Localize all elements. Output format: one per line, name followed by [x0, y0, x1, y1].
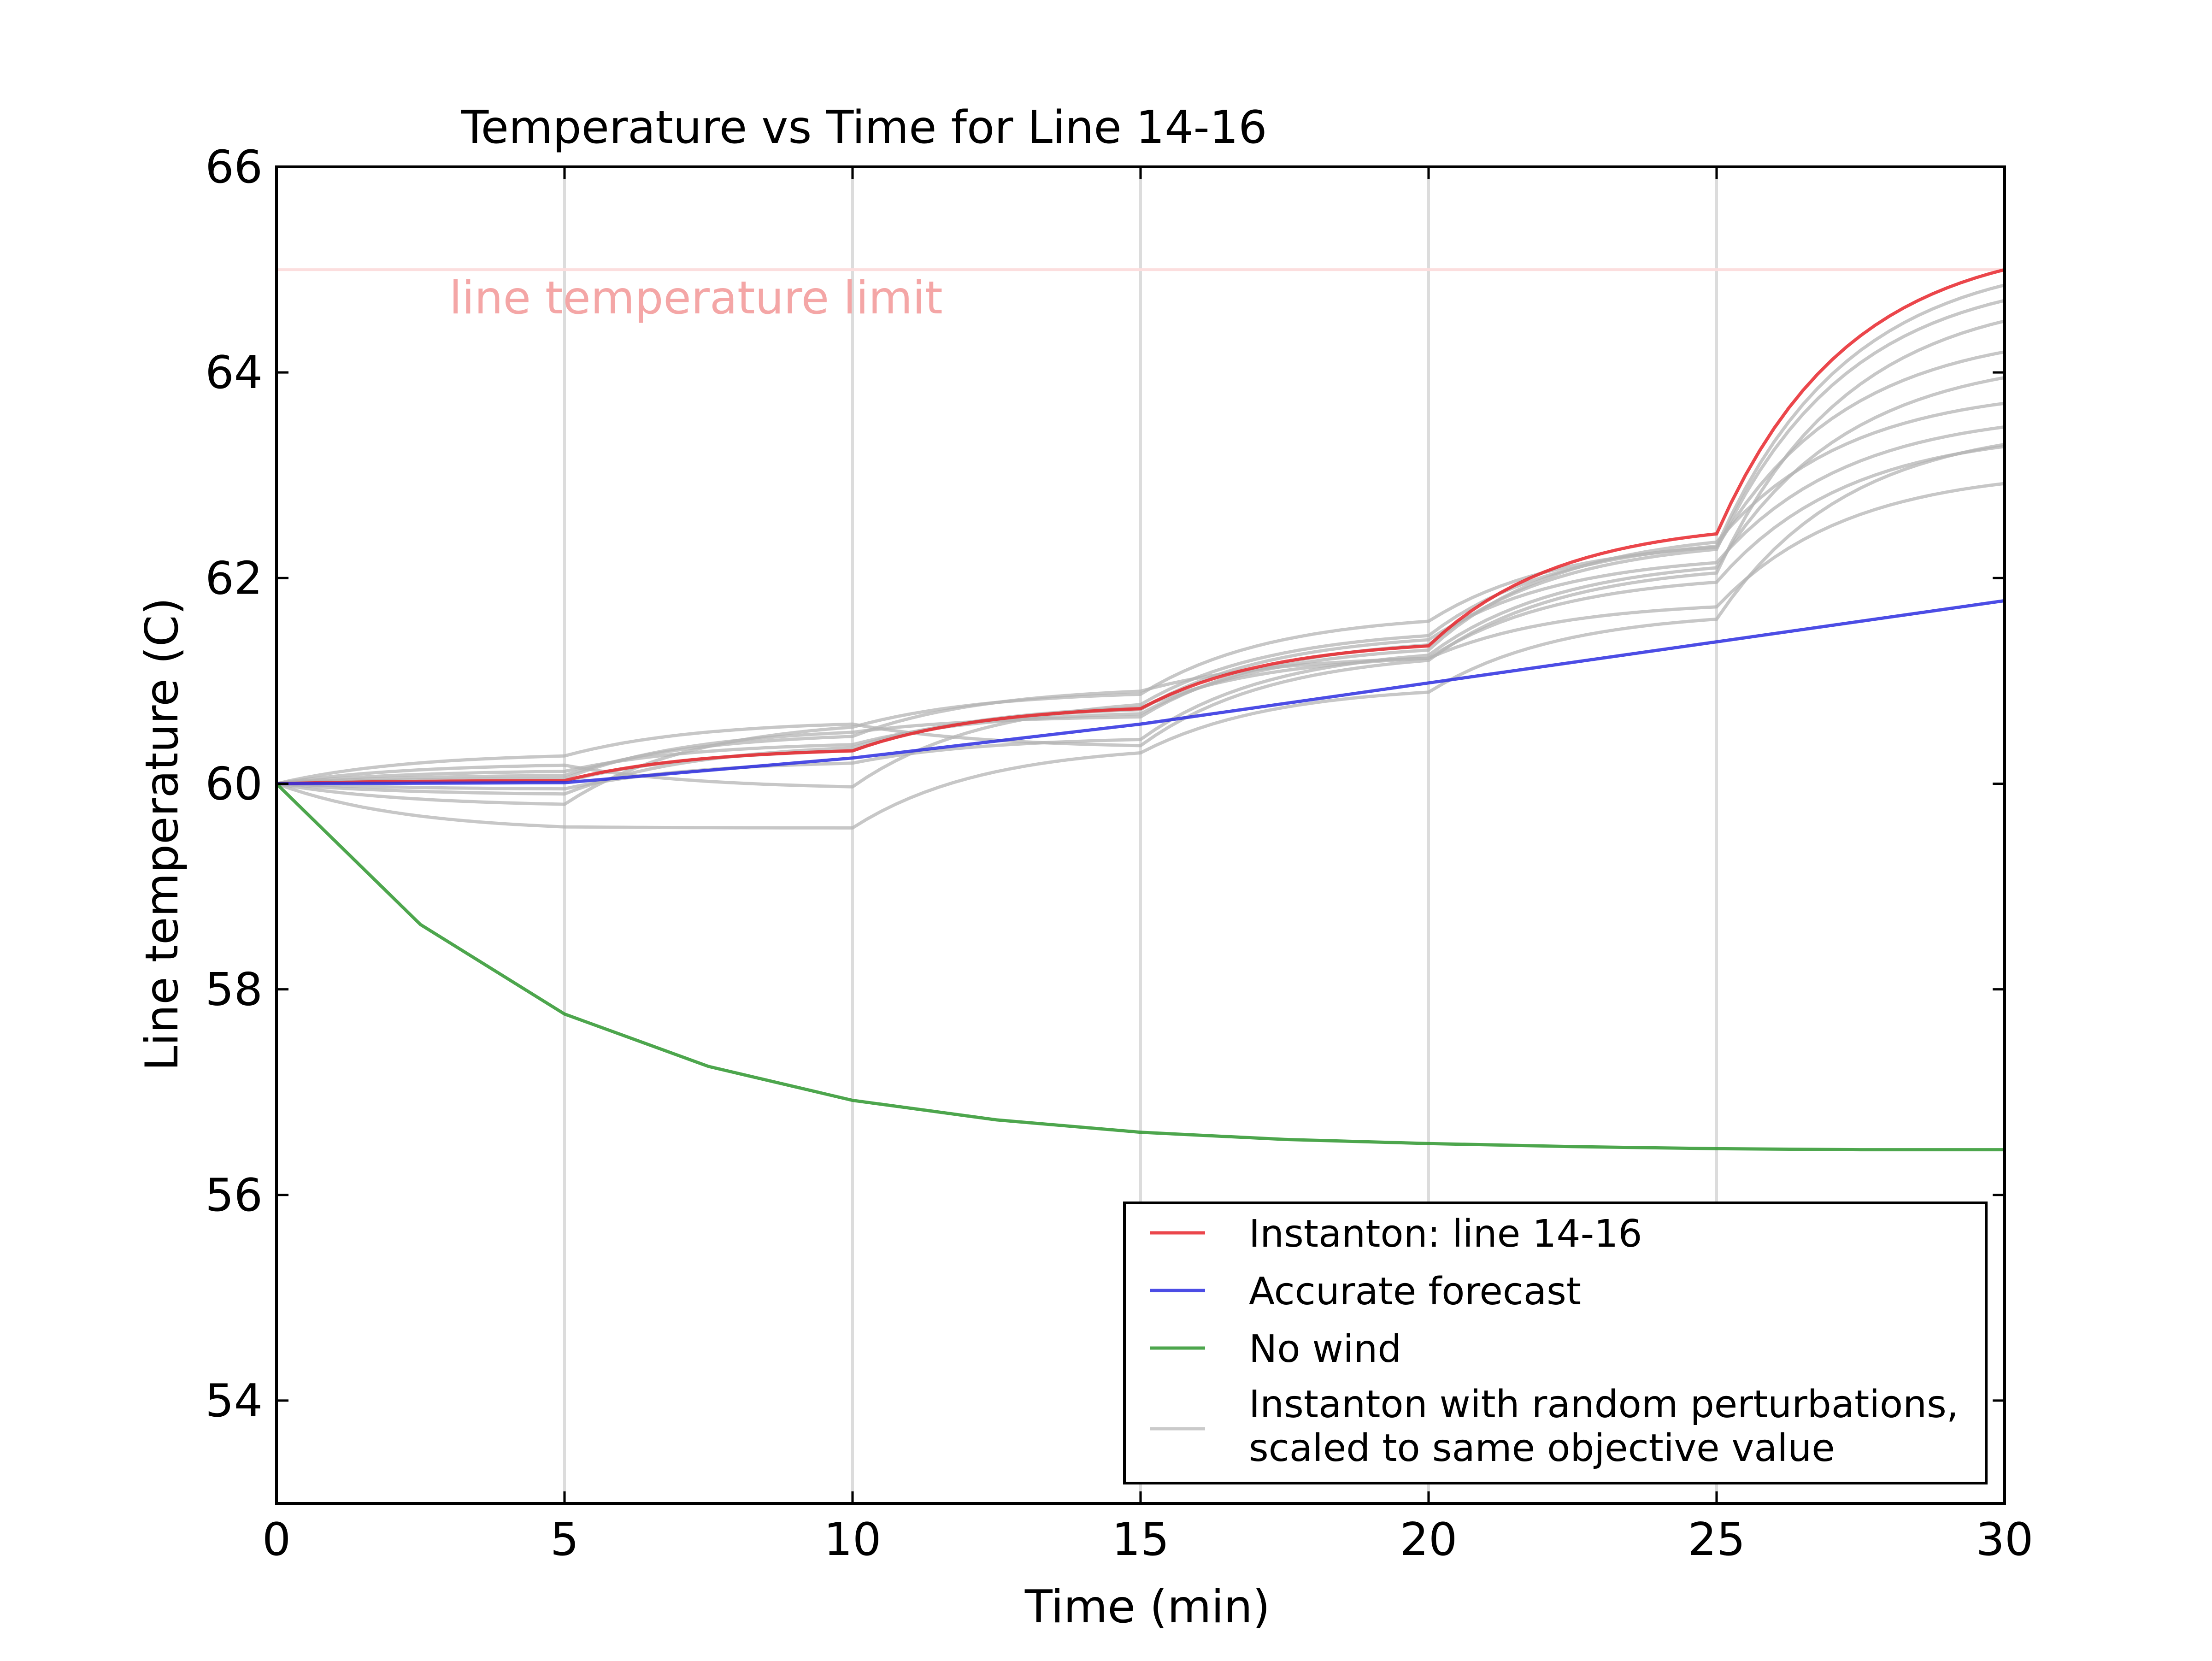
y-tick-label: 56	[205, 1169, 263, 1222]
legend-label: Instanton with random perturbations, scal…	[1249, 1383, 1959, 1470]
perturbation-line	[276, 376, 2005, 791]
legend-label-line: scaled to same objective value	[1249, 1426, 1835, 1470]
legend: Instanton: line 14-16 Accurate forecast No…	[1123, 1202, 1988, 1484]
y-axis-label: Line temperature (C)	[136, 597, 188, 1071]
legend-label: No wind	[1249, 1327, 1401, 1371]
series-layer	[275, 268, 2005, 1152]
perturbation-line	[276, 442, 2005, 830]
series-line	[276, 599, 2005, 785]
legend-label: Accurate forecast	[1249, 1270, 1581, 1313]
x-axis-label: Time (min)	[1024, 1581, 1270, 1633]
perturbation-line	[276, 401, 2005, 785]
x-tick-label: 30	[1976, 1514, 2034, 1566]
limit-layer: line temperature limit	[276, 268, 2005, 324]
perturbation-line	[276, 482, 2005, 785]
y-tick-label: 60	[205, 758, 263, 810]
legend-label-line: Instanton: line 14-16	[1249, 1212, 1642, 1256]
legend-box	[1123, 1202, 1988, 1484]
x-tick-label: 5	[550, 1514, 579, 1566]
temperature-limit-label: line temperature limit	[449, 272, 943, 324]
y-tick-label: 62	[205, 552, 263, 605]
x-tick-label: 20	[1400, 1514, 1458, 1566]
y-tick-label: 66	[205, 141, 263, 194]
series-line	[276, 268, 2005, 785]
series-line	[275, 782, 2005, 1152]
legend-label-line: No wind	[1249, 1327, 1401, 1371]
y-tick-label: 58	[205, 964, 263, 1016]
x-tick-label: 10	[824, 1514, 882, 1566]
legend-label-line: Instanton with random perturbations,	[1249, 1383, 1959, 1426]
legend-label-line: Accurate forecast	[1249, 1270, 1581, 1313]
x-tick-label: 0	[262, 1514, 291, 1566]
chart-title: Temperature vs Time for Line 14-16	[460, 101, 1267, 154]
y-tick-label: 54	[205, 1375, 263, 1427]
axes-layer: 0 5 10 15 20 25 30 54 56 58 60 62 64 66	[205, 141, 2033, 1566]
perturbation-line	[276, 299, 2005, 785]
perturbation-line	[276, 319, 2005, 785]
legend-label: Instanton: line 14-16	[1249, 1212, 1642, 1256]
x-tick-label: 25	[1688, 1514, 1746, 1566]
x-tick-label: 15	[1112, 1514, 1170, 1566]
y-tick-label: 64	[205, 347, 263, 399]
